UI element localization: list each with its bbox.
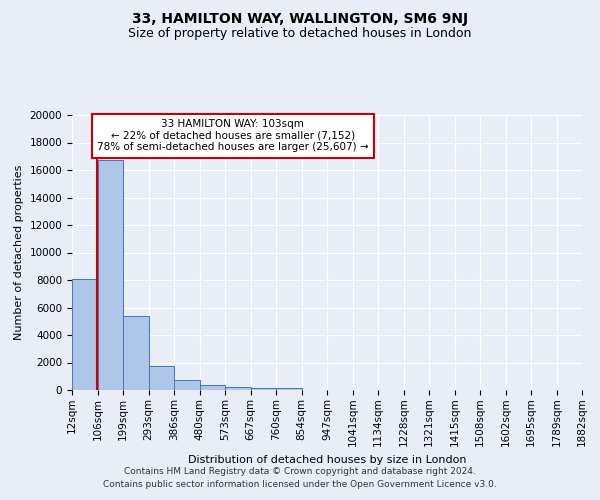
Text: Contains HM Land Registry data © Crown copyright and database right 2024.: Contains HM Land Registry data © Crown c… xyxy=(124,467,476,476)
Bar xyxy=(276,388,302,390)
Bar xyxy=(123,316,149,390)
Bar xyxy=(72,280,97,390)
Text: 33 HAMILTON WAY: 103sqm
← 22% of detached houses are smaller (7,152)
78% of semi: 33 HAMILTON WAY: 103sqm ← 22% of detache… xyxy=(97,119,368,152)
Bar xyxy=(97,160,123,390)
Text: Contains public sector information licensed under the Open Government Licence v3: Contains public sector information licen… xyxy=(103,480,497,489)
Bar xyxy=(251,388,276,390)
Bar xyxy=(199,385,225,390)
Bar xyxy=(174,380,199,390)
Y-axis label: Number of detached properties: Number of detached properties xyxy=(14,165,24,340)
X-axis label: Distribution of detached houses by size in London: Distribution of detached houses by size … xyxy=(188,454,466,464)
Text: Size of property relative to detached houses in London: Size of property relative to detached ho… xyxy=(128,28,472,40)
Bar xyxy=(149,366,174,390)
Text: 33, HAMILTON WAY, WALLINGTON, SM6 9NJ: 33, HAMILTON WAY, WALLINGTON, SM6 9NJ xyxy=(132,12,468,26)
Bar xyxy=(225,387,251,390)
